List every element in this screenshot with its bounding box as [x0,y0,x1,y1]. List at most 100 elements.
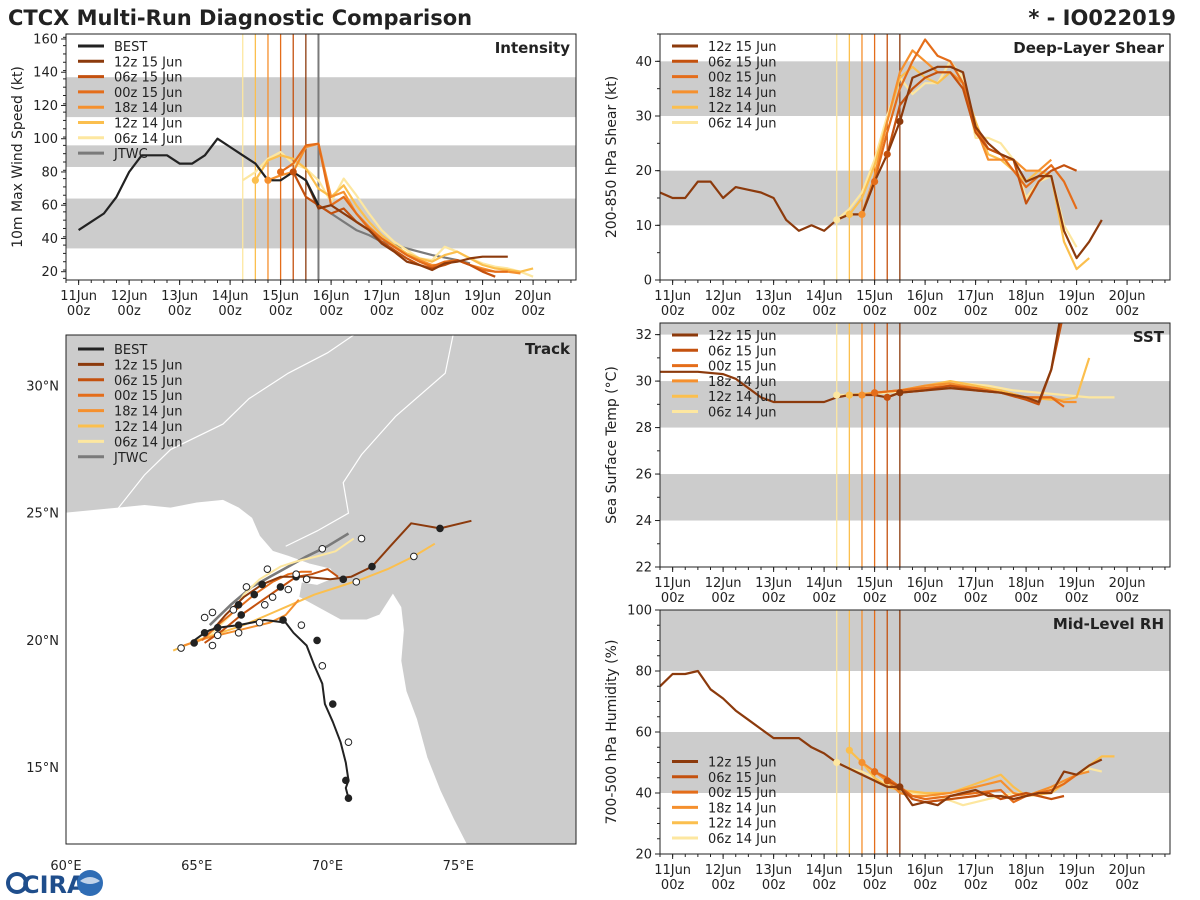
shaded-band [66,77,576,118]
track-point-06z-14-jun [242,583,251,591]
legend-label: 00z 15 Jun [708,71,777,86]
track-point-best [279,616,287,624]
marker-12z-15-jun [896,117,904,126]
marker-18z-14-jun [264,176,272,184]
y-tick-label: 120 [33,99,58,114]
legend-label: 12z 14 Jun [708,101,777,116]
y-tick-label: 60 [635,726,652,741]
track-point-12z-14-jun [268,593,277,601]
marker-12z-14-jun [845,391,853,399]
cira-logo-swirl [80,877,100,884]
legend-label: 12z 15 Jun [708,329,777,344]
cira-logo-center [10,876,24,890]
track-point-best [213,623,222,632]
marker-12z-14-jun [845,210,853,218]
y-tick-label: 100 [33,132,58,147]
marker-06z-14-jun [833,391,841,399]
x-tick-label-hour: 00z [420,304,444,319]
x-tick-label-day: 15Jun [856,863,893,878]
x-tick-label-day: 17Jun [363,289,400,304]
track-point-12z-14-jun [410,552,418,561]
legend-label: 06z 14 Jun [114,435,183,450]
y-tick-label: 20 [635,164,652,179]
x-tick-label-hour: 00z [913,304,937,319]
y-tick-label: 100 [627,604,652,619]
legend-label: JTWC [113,147,148,162]
x-tick-label-day: 18Jun [414,289,451,304]
shaded-band [660,323,1170,335]
plot-body [660,34,1170,280]
x-tick-label-hour: 00z [1065,304,1089,319]
x-tick-label-day: 13Jun [755,863,792,878]
x-tick-label-day: 20Jun [1109,576,1146,591]
x-tick-label-day: 15Jun [856,576,893,591]
x-tick-label-hour: 00z [370,304,394,319]
track-point-12z-14-jun [229,606,238,614]
y-axis-label: 10m Max Wind Speed (kt) [10,66,26,248]
lat-label: 30°N [26,379,59,394]
x-tick-label-day: 12Jun [705,289,742,304]
lon-label: 70°E [312,859,343,874]
x-tick-label-hour: 00z [218,304,242,319]
x-tick-label-hour: 00z [1115,304,1139,319]
x-tick-label-hour: 00z [1115,591,1139,606]
x-tick-label-hour: 00z [711,591,735,606]
marker-00z-15-jun [277,168,285,176]
panel-title: Deep-Layer Shear [1013,39,1164,57]
x-tick-label-day: 20Jun [1109,289,1146,304]
x-tick-label-day: 14Jun [806,576,843,591]
x-tick-label-day: 19Jun [1058,863,1095,878]
track-point-best [313,636,321,645]
legend-label: 18z 14 Jun [114,101,183,116]
lat-label: 15°N [26,761,59,776]
x-tick-label-day: 15Jun [262,289,299,304]
y-tick-label: 20 [41,265,58,280]
legend-label: 06z 14 Jun [708,832,777,847]
panel-title: SST [1133,328,1165,346]
track-panel: 60°E 65°E 70°E 75°E 15°N 20°N 25°N 30°N Track BES… [26,334,577,874]
x-tick-label-day: 18Jun [1008,863,1045,878]
legend-label: 06z 15 Jun [114,71,183,86]
x-tick-label-hour: 00z [319,304,343,319]
track-point-12z-15-jun [339,575,348,584]
panel-title: Mid-Level RH [1053,615,1164,633]
legend-label: 00z 15 Jun [708,360,777,375]
x-tick-label-hour: 00z [67,304,91,319]
y-tick-label: 30 [635,110,652,125]
x-tick-label-day: 15Jun [856,289,893,304]
map-frame [65,334,577,845]
legend-label: 06z 14 Jun [114,132,183,147]
x-tick-label-day: 13Jun [755,576,792,591]
x-tick-label-day: 11Jun [60,289,97,304]
x-tick-label-hour: 00z [521,304,545,319]
track-06z-14-jun [190,537,355,647]
x-tick-label-day: 16Jun [313,289,350,304]
series-12z-15-jun [660,323,1061,404]
x-tick-label-hour: 00z [1014,878,1038,893]
y-tick-label: 20 [635,848,652,863]
legend-label: 12z 14 Jun [708,817,777,832]
x-tick-label-hour: 00z [913,591,937,606]
x-tick-label-hour: 00z [913,878,937,893]
plot-frame [65,33,577,281]
x-tick-label-hour: 00z [661,304,685,319]
lon-label: 60°E [50,859,81,874]
legend-label: 12z 14 Jun [114,117,183,132]
x-tick-label-day: 12Jun [705,576,742,591]
series-jtwc [317,204,471,265]
y-tick-label: 30 [635,375,652,390]
y-tick-label: 40 [635,787,652,802]
shaded-band [660,610,1170,671]
track-point-12z-15-jun [258,580,266,589]
track-point-12z-15-jun [436,524,444,533]
legend-label: BEST [114,40,147,55]
legend-label: 12z 14 Jun [708,390,777,405]
y-tick-label: 140 [33,66,58,81]
y-tick-label: 22 [635,561,652,576]
track-point-06z-14-jun [200,613,209,622]
x-tick-label-day: 17Jun [957,289,994,304]
x-tick-label-hour: 00z [1065,878,1089,893]
x-tick-label-day: 16Jun [907,576,944,591]
track-point-best [255,618,264,627]
